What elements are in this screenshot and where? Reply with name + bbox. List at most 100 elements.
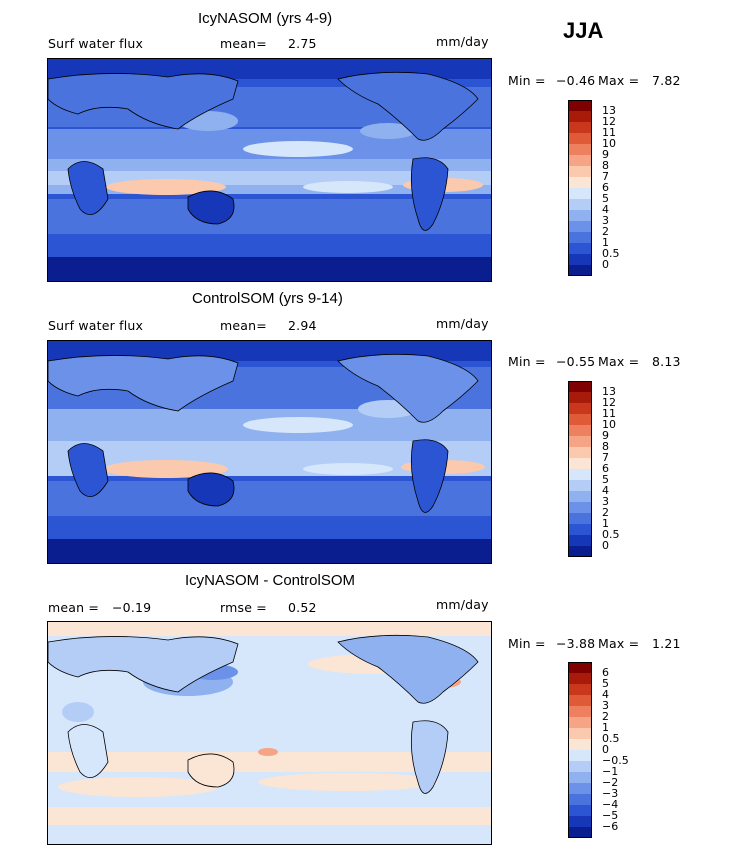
- colorbar-tick-label: 12: [602, 396, 616, 409]
- colorbar-tick-label: 1: [602, 721, 609, 734]
- colorbar-tick-label: 0.5: [602, 528, 620, 541]
- panel-3-mean-value: −0.19: [112, 600, 152, 615]
- colorbar-swatch: [568, 243, 592, 254]
- colorbar-tick-label: 13: [602, 104, 616, 117]
- colorbar-swatch: [568, 750, 592, 761]
- colorbar-tick-label: 5: [602, 192, 609, 205]
- colorbar-swatch: [568, 210, 592, 221]
- colorbar-swatch: [568, 458, 592, 469]
- colorbar-swatch: [568, 761, 592, 772]
- panel-2-mean-label: mean=: [220, 318, 267, 333]
- colorbar-tick-label: 5: [602, 677, 609, 690]
- season-label: JJA: [563, 18, 604, 43]
- colorbar-swatch: [568, 254, 592, 265]
- colorbar-tick-label: 3: [602, 699, 609, 712]
- colorbar-tick-label: 5: [602, 473, 609, 486]
- colorbar-tick-label: 0.5: [602, 247, 620, 260]
- panel-2-colorbar: 13 12 11 10 9 8 7 6 5 4 3 2 1 0.5 0: [568, 381, 648, 557]
- colorbar-tick-label: 4: [602, 484, 609, 497]
- colorbar-swatch: [568, 717, 592, 728]
- colorbar-swatch: [568, 695, 592, 706]
- colorbar-swatch: [568, 100, 592, 111]
- panel-2-field-label: Surf water flux: [48, 318, 144, 333]
- panel-2-title: ControlSOM (yrs 9-14): [192, 290, 343, 307]
- panel-3-units: mm/day: [436, 597, 489, 612]
- colorbar-tick-label: 1: [602, 236, 609, 249]
- colorbar-tick-label: 13: [602, 385, 616, 398]
- panel-3-map: [47, 621, 492, 845]
- colorbar-tick-label: 0: [602, 743, 609, 756]
- colorbar-swatch: [568, 706, 592, 717]
- colorbar-tick-label: −4: [602, 798, 619, 811]
- colorbar-swatch: [568, 177, 592, 188]
- colorbar-tick-label: −0.5: [602, 754, 629, 767]
- colorbar-tick-label: 7: [602, 170, 609, 183]
- colorbar-swatch: [568, 199, 592, 210]
- colorbar-tick-label: 0: [602, 258, 609, 271]
- panel-1-min-value: −0.46: [556, 73, 596, 88]
- panel-3-min-value: −3.88: [556, 636, 596, 651]
- colorbar-swatch: [568, 816, 592, 827]
- panel-1-field-label: Surf water flux: [48, 36, 144, 51]
- colorbar-swatch: [568, 728, 592, 739]
- colorbar-swatch: [568, 662, 592, 673]
- colorbar-swatch: [568, 414, 592, 425]
- panel-2-mean-value: 2.94: [288, 318, 317, 333]
- colorbar-swatch: [568, 783, 592, 794]
- colorbar-tick-label: 11: [602, 407, 616, 420]
- colorbar-swatch: [568, 513, 592, 524]
- panel-1-min-label: Min =: [508, 73, 546, 88]
- colorbar-tick-label: −1: [602, 765, 619, 778]
- colorbar-tick-label: 4: [602, 688, 609, 701]
- colorbar-swatch: [568, 502, 592, 513]
- colorbar-tick-label: 4: [602, 203, 609, 216]
- colorbar-swatch: [568, 546, 592, 557]
- colorbar-swatch: [568, 122, 592, 133]
- panel-3-mean-label: mean =: [48, 600, 100, 615]
- panel-3-colorbar: 6 5 4 3 2 1 0.5 0 −0.5 −1 −2 −3 −4 −5 −6: [568, 662, 648, 838]
- colorbar-tick-label: 10: [602, 137, 616, 150]
- colorbar-tick-label: 11: [602, 126, 616, 139]
- colorbar-swatch: [568, 436, 592, 447]
- panel-2-map-field: [48, 341, 491, 563]
- panel-1-mean-value: 2.75: [288, 36, 317, 51]
- panel-1-map: [47, 58, 492, 282]
- panel-3-rmse-label: rmse =: [220, 600, 267, 615]
- colorbar-tick-label: 6: [602, 666, 609, 679]
- panel-3-map-field: [48, 622, 491, 844]
- colorbar-swatch: [568, 535, 592, 546]
- colorbar-tick-label: 0: [602, 539, 609, 552]
- colorbar-tick-label: 9: [602, 429, 609, 442]
- colorbar-swatch: [568, 469, 592, 480]
- colorbar-tick-label: 3: [602, 495, 609, 508]
- colorbar-tick-label: 2: [602, 710, 609, 723]
- colorbar-tick-label: 0.5: [602, 732, 620, 745]
- colorbar-swatch: [568, 805, 592, 816]
- panel-2-map: [47, 340, 492, 564]
- panel-1-map-field: [48, 59, 491, 281]
- panel-3-rmse-value: 0.52: [288, 600, 317, 615]
- panel-3-max-label: Max =: [598, 636, 640, 651]
- panel-3-max-value: 1.21: [652, 636, 681, 651]
- colorbar-swatch: [568, 166, 592, 177]
- colorbar-swatch: [568, 827, 592, 838]
- colorbar-tick-label: −6: [602, 820, 619, 833]
- colorbar-tick-label: 6: [602, 181, 609, 194]
- colorbar-tick-label: 12: [602, 115, 616, 128]
- colorbar-tick-label: 8: [602, 440, 609, 453]
- colorbar-swatch: [568, 794, 592, 805]
- panel-3-title: IcyNASOM - ControlSOM: [185, 572, 356, 589]
- colorbar-tick-label: 6: [602, 462, 609, 475]
- colorbar-swatch: [568, 772, 592, 783]
- colorbar-tick-label: 7: [602, 451, 609, 464]
- panel-2-units: mm/day: [436, 316, 489, 331]
- panel-2-max-value: 8.13: [652, 354, 681, 369]
- colorbar-swatch: [568, 403, 592, 414]
- panel-2-min-label: Min =: [508, 354, 546, 369]
- colorbar-swatch: [568, 232, 592, 243]
- colorbar-tick-label: −5: [602, 809, 619, 822]
- colorbar-swatch: [568, 188, 592, 199]
- colorbar-tick-label: −3: [602, 787, 619, 800]
- colorbar-swatch: [568, 392, 592, 403]
- colorbar-tick-label: 10: [602, 418, 616, 431]
